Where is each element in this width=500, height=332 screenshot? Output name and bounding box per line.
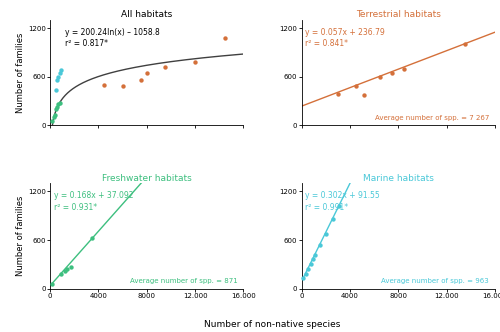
Point xyxy=(461,42,469,47)
Point xyxy=(60,268,68,274)
Point xyxy=(63,267,71,272)
Point xyxy=(312,252,320,257)
Text: y = 0.057x + 236.79: y = 0.057x + 236.79 xyxy=(305,28,385,37)
Point xyxy=(118,84,126,89)
Point xyxy=(304,267,312,272)
Text: r² = 0.841*: r² = 0.841* xyxy=(305,40,348,48)
Text: Average number of spp. = 7 267: Average number of spp. = 7 267 xyxy=(375,115,489,121)
Point xyxy=(57,67,65,73)
Point xyxy=(54,102,62,107)
Point xyxy=(54,104,62,109)
Point xyxy=(316,242,324,248)
Point xyxy=(52,107,60,112)
Y-axis label: Number of families: Number of families xyxy=(16,196,25,276)
Text: Average number of spp. = 963: Average number of spp. = 963 xyxy=(382,278,489,284)
Point xyxy=(88,235,96,240)
Point xyxy=(306,261,314,266)
Point xyxy=(309,256,317,262)
Point xyxy=(161,64,169,70)
Point xyxy=(54,74,62,79)
Point xyxy=(50,115,58,120)
Point xyxy=(51,112,59,118)
Point xyxy=(322,231,330,236)
Point xyxy=(48,118,56,123)
Point xyxy=(136,77,144,83)
Point xyxy=(300,276,308,281)
Point xyxy=(57,272,65,277)
Point xyxy=(329,216,337,222)
Title: Marine habitats: Marine habitats xyxy=(363,174,434,183)
Point xyxy=(388,71,396,76)
Text: y = 0.302x + 91.55: y = 0.302x + 91.55 xyxy=(305,192,380,201)
Text: r² = 0.817*: r² = 0.817* xyxy=(64,40,108,48)
Text: r² = 0.931*: r² = 0.931* xyxy=(54,203,97,212)
Text: Average number of spp. = 871: Average number of spp. = 871 xyxy=(130,278,238,284)
Point xyxy=(100,82,108,87)
Point xyxy=(56,71,64,76)
Point xyxy=(142,71,150,76)
Point xyxy=(222,35,230,41)
Point xyxy=(335,204,343,209)
Title: Terrestrial habitats: Terrestrial habitats xyxy=(356,10,440,19)
Point xyxy=(334,91,342,96)
Point xyxy=(376,74,384,79)
Point xyxy=(191,59,199,65)
Point xyxy=(52,87,60,92)
Point xyxy=(302,272,310,277)
Text: y = 0.168x + 37.092: y = 0.168x + 37.092 xyxy=(54,192,133,201)
Point xyxy=(400,66,408,71)
Title: Freshwater habitats: Freshwater habitats xyxy=(102,174,192,183)
Point xyxy=(54,77,62,83)
Text: Number of non-native species: Number of non-native species xyxy=(204,320,340,329)
Point xyxy=(48,281,56,286)
Y-axis label: Number of families: Number of families xyxy=(16,33,25,113)
Point xyxy=(66,264,74,270)
Point xyxy=(360,92,368,97)
Text: y = 200.24ln(x) – 1058.8: y = 200.24ln(x) – 1058.8 xyxy=(64,28,160,37)
Title: All habitats: All habitats xyxy=(121,10,172,19)
Text: r² = 0.991*: r² = 0.991* xyxy=(305,203,348,212)
Point xyxy=(352,84,360,89)
Point xyxy=(56,100,64,105)
